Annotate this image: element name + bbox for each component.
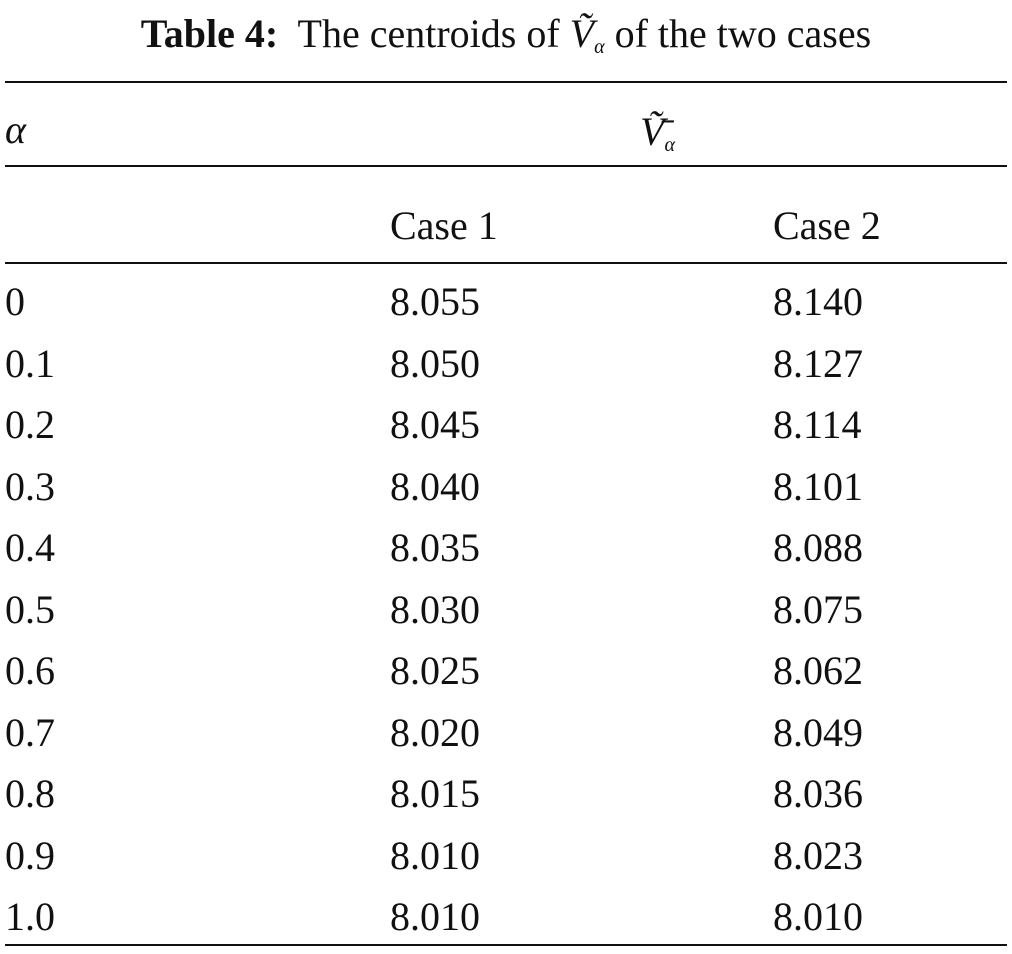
value-cell: 8.140 <box>773 279 863 324</box>
caption-symbol: Ṽ <box>569 11 595 56</box>
row-header: α <box>5 107 26 152</box>
value-cell: 8.114 <box>773 402 862 447</box>
value-cell: 8.075 <box>773 586 863 632</box>
alpha-cell: 0.3 <box>5 463 55 509</box>
value-cell: 8.025 <box>390 648 480 693</box>
alpha-cell: 0.6 <box>5 648 55 693</box>
value-cell: 8.010 <box>390 832 480 878</box>
caption-subscript: α <box>594 36 605 58</box>
mid-rule <box>5 165 1007 167</box>
column-header: Case 2 <box>773 203 881 248</box>
caption-text: of the two cases <box>614 11 872 56</box>
value-cell: 8.023 <box>773 832 863 878</box>
alpha-cell: 0.2 <box>5 402 55 447</box>
value-cell: 8.020 <box>390 709 480 755</box>
value-cell: 8.040 <box>390 463 480 509</box>
value-cell: 8.030 <box>390 586 480 632</box>
value-cell: 8.035 <box>390 525 480 570</box>
value-cell: 8.101 <box>773 463 863 509</box>
alpha-cell: 0.7 <box>5 709 55 755</box>
value-cell: 8.010 <box>390 894 480 939</box>
group-symbol: Ṽ̄ <box>640 109 665 154</box>
value-cell: 8.055 <box>390 279 480 324</box>
value-cell: 8.049 <box>773 709 863 755</box>
alpha-cell: 0.4 <box>5 525 55 570</box>
caption-text: The centroids of <box>297 11 560 56</box>
value-cell: 8.088 <box>773 525 863 570</box>
table-caption: Table 4: The centroids of Ṽα of the two … <box>0 11 1012 58</box>
value-cell: 8.050 <box>390 340 480 386</box>
header-rule <box>5 262 1007 264</box>
value-cell: 8.010 <box>773 894 863 939</box>
alpha-cell: 0 <box>5 279 25 324</box>
group-subscript: α <box>664 134 675 156</box>
value-cell: 8.036 <box>773 771 863 816</box>
value-cell: 8.127 <box>773 340 863 386</box>
alpha-cell: 0.5 <box>5 586 55 632</box>
group-header: Ṽ̄α <box>640 109 675 156</box>
value-cell: 8.015 <box>390 771 480 816</box>
value-cell: 8.045 <box>390 402 480 447</box>
top-rule <box>5 81 1007 83</box>
alpha-cell: 0.8 <box>5 771 55 816</box>
value-cell: 8.062 <box>773 648 863 693</box>
bottom-rule <box>5 944 1007 946</box>
caption-label: Table 4: <box>140 11 279 56</box>
alpha-cell: 0.9 <box>5 832 55 878</box>
alpha-cell: 0.1 <box>5 340 55 386</box>
column-header: Case 1 <box>390 203 498 248</box>
alpha-cell: 1.0 <box>5 894 55 939</box>
